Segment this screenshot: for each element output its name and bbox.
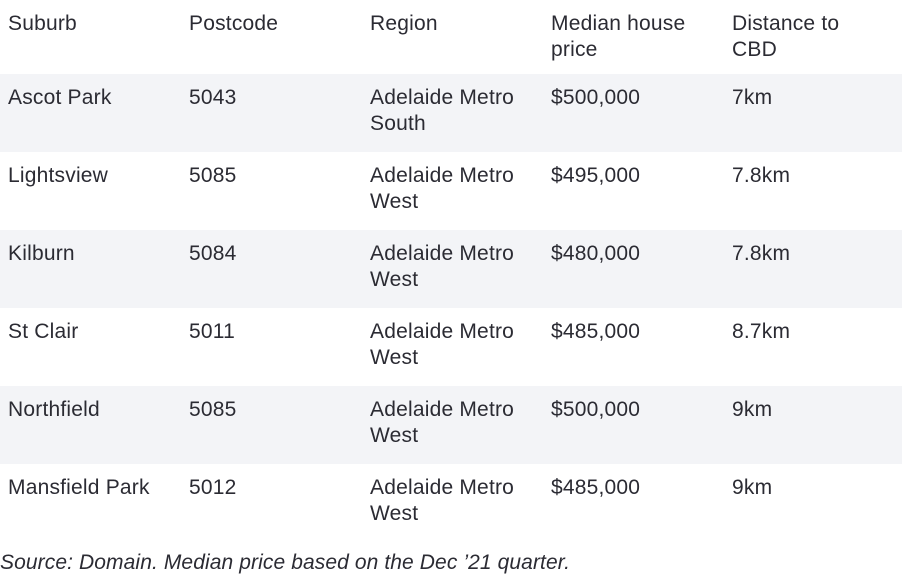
header-median-house-price: Median house price	[551, 12, 686, 61]
cell-suburb: St Clair	[8, 320, 79, 343]
cell-region: Adelaide Metro West	[370, 320, 515, 369]
cell-region: Adelaide Metro West	[362, 230, 543, 308]
cell-postcode: 5085	[181, 386, 362, 464]
cell-distance: 7.8km	[732, 164, 791, 187]
cell-suburb: Ascot Park	[0, 74, 181, 152]
suburb-price-table: Suburb Postcode Region Median house pric…	[0, 12, 902, 525]
cell-region: Adelaide Metro West	[370, 476, 515, 525]
cell-median-price: $495,000	[551, 164, 641, 187]
cell-postcode: 5085	[189, 164, 237, 187]
cell-distance: 9km	[732, 476, 773, 499]
cell-median-price: $500,000	[543, 74, 724, 152]
cell-suburb: Mansfield Park	[8, 476, 150, 499]
header-postcode: Postcode	[189, 12, 279, 35]
cell-distance: 7.8km	[724, 230, 902, 308]
cell-distance: 9km	[724, 386, 902, 464]
cell-distance: 8.7km	[732, 320, 791, 343]
cell-region: Adelaide Metro West	[362, 386, 543, 464]
cell-region: Adelaide Metro South	[362, 74, 543, 152]
cell-median-price: $485,000	[551, 320, 641, 343]
cell-postcode: 5012	[189, 476, 237, 499]
header-distance-to-cbd: Distance to CBD	[732, 12, 840, 61]
header-region: Region	[370, 12, 438, 35]
cell-median-price: $500,000	[543, 386, 724, 464]
cell-suburb: Kilburn	[0, 230, 181, 308]
cell-median-price: $485,000	[551, 476, 641, 499]
header-suburb: Suburb	[8, 12, 77, 35]
cell-suburb: Lightsview	[8, 164, 109, 187]
cell-median-price: $480,000	[543, 230, 724, 308]
cell-region: Adelaide Metro West	[370, 164, 515, 213]
cell-suburb: Northfield	[0, 386, 181, 464]
source-note: Source: Domain. Median price based on th…	[0, 551, 571, 574]
cell-postcode: 5011	[189, 320, 235, 343]
cell-postcode: 5084	[181, 230, 362, 308]
cell-distance: 7km	[724, 74, 902, 152]
cell-postcode: 5043	[181, 74, 362, 152]
